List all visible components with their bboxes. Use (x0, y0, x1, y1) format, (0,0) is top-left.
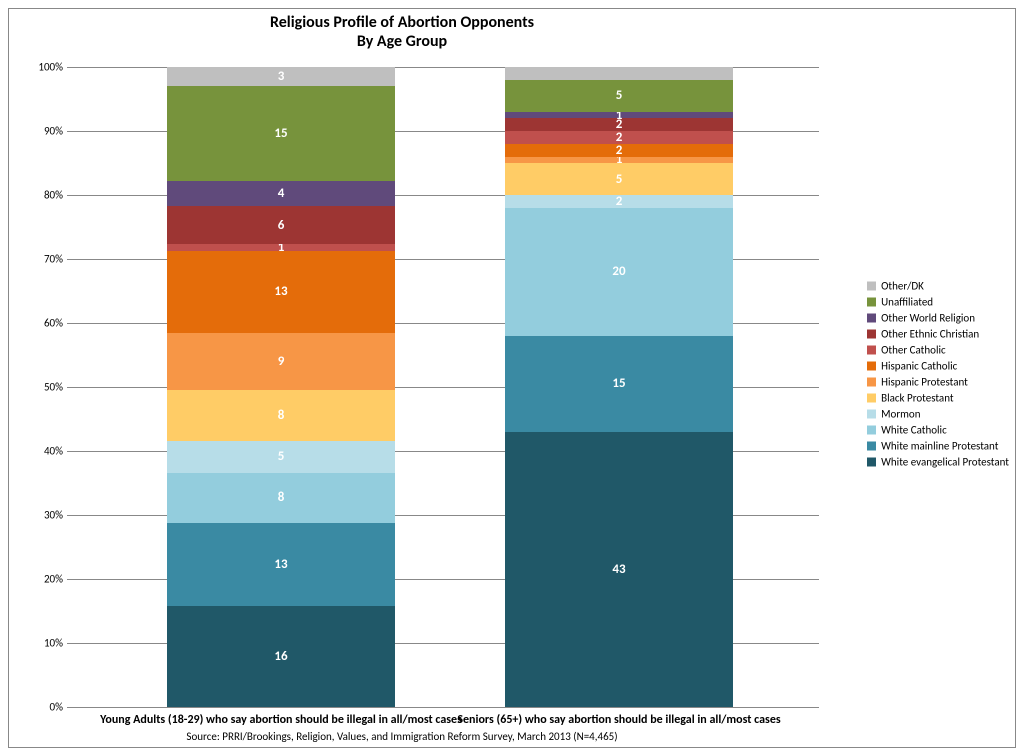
legend-swatch (867, 346, 876, 355)
legend-swatch (867, 282, 876, 291)
stacked-bar: 43152025122215 (505, 67, 733, 707)
bar-segment-white_mainline: 13 (167, 523, 395, 605)
bar-segment-other_dk (505, 67, 733, 80)
legend-swatch (867, 298, 876, 307)
bar-segment-white_evangelical: 16 (167, 606, 395, 707)
legend-swatch (867, 362, 876, 371)
legend-item: Other/DK (867, 280, 1009, 293)
legend-label: Hispanic Catholic (881, 360, 957, 373)
legend-item: Other World Religion (867, 312, 1009, 325)
legend-label: Black Protestant (881, 392, 953, 405)
legend-item: White Catholic (867, 424, 1009, 437)
bar-segment-white_evangelical: 43 (505, 432, 733, 707)
stacked-bar: 1613858913164153 (167, 67, 395, 707)
bar-segment-other_catholic: 1 (167, 244, 395, 250)
bar-segment-other_dk: 3 (167, 67, 395, 86)
legend-label: Other Catholic (881, 344, 946, 357)
bar-segment-white_catholic: 8 (167, 473, 395, 524)
title-line-1: Religious Profile of Abortion Opponents (9, 13, 795, 32)
bar-segment-black_protestant: 5 (505, 163, 733, 195)
legend-label: Other World Religion (881, 312, 975, 325)
y-axis-label: 10% (25, 637, 63, 650)
y-axis-label: 20% (25, 573, 63, 586)
bar-segment-white_mainline: 15 (505, 336, 733, 432)
legend-item: Black Protestant (867, 392, 1009, 405)
legend-item: White evangelical Protestant (867, 456, 1009, 469)
y-axis-label: 70% (25, 253, 63, 266)
legend-swatch (867, 378, 876, 387)
legend-swatch (867, 458, 876, 467)
bar-segment-other_catholic: 2 (505, 131, 733, 144)
legend-label: White Catholic (881, 424, 947, 437)
plot-area: 0%10%20%30%40%50%60%70%80%90%100%1613858… (67, 67, 819, 707)
y-axis-label: 80% (25, 189, 63, 202)
source-citation: Source: PRRI/Brookings, Religion, Values… (9, 730, 795, 743)
bar-segment-black_protestant: 8 (167, 390, 395, 441)
legend-item: Mormon (867, 408, 1009, 421)
legend-swatch (867, 442, 876, 451)
chart-container: Religious Profile of Abortion Opponents … (8, 8, 1016, 748)
bar-segment-unaffiliated: 15 (167, 86, 395, 181)
x-axis-label: Seniors (65+) who say abortion should be… (409, 713, 829, 727)
legend-swatch (867, 426, 876, 435)
bar-segment-unaffiliated: 5 (505, 80, 733, 112)
legend-item: Hispanic Catholic (867, 360, 1009, 373)
title-line-2: By Age Group (9, 32, 795, 51)
bar-segment-other_ethnic_christian: 6 (167, 206, 395, 244)
legend-item: Hispanic Protestant (867, 376, 1009, 389)
legend-swatch (867, 410, 876, 419)
legend-label: Other Ethnic Christian (881, 328, 979, 341)
legend-label: Unaffiliated (881, 296, 933, 309)
legend-item: Other Ethnic Christian (867, 328, 1009, 341)
legend-swatch (867, 314, 876, 323)
legend-label: Other/DK (881, 280, 924, 293)
bar-segment-mormon: 5 (167, 441, 395, 473)
bar-segment-mormon: 2 (505, 195, 733, 208)
legend-label: Mormon (881, 408, 920, 421)
legend-item: Other Catholic (867, 344, 1009, 357)
bar-segment-white_catholic: 20 (505, 208, 733, 336)
y-axis-label: 60% (25, 317, 63, 330)
legend-label: White mainline Protestant (881, 440, 998, 453)
legend-swatch (867, 394, 876, 403)
legend-swatch (867, 330, 876, 339)
bar-segment-hispanic_protestant: 9 (167, 333, 395, 390)
bar-segment-other_world_religion: 4 (167, 181, 395, 206)
y-axis-label: 30% (25, 509, 63, 522)
chart-title: Religious Profile of Abortion Opponents … (9, 13, 795, 51)
y-axis-label: 90% (25, 125, 63, 138)
gridline (67, 707, 819, 708)
y-axis-label: 50% (25, 381, 63, 394)
bar-segment-other_world_religion: 1 (505, 112, 733, 118)
legend-label: White evangelical Protestant (881, 456, 1009, 469)
legend: Other/DK Unaffiliated Other World Religion… (867, 277, 1009, 472)
legend-label: Hispanic Protestant (881, 376, 968, 389)
y-axis-label: 100% (25, 61, 63, 74)
legend-item: Unaffiliated (867, 296, 1009, 309)
legend-item: White mainline Protestant (867, 440, 1009, 453)
bar-segment-hispanic_catholic: 13 (167, 251, 395, 333)
y-axis-label: 0% (25, 701, 63, 714)
bar-segment-hispanic_catholic: 2 (505, 144, 733, 157)
y-axis-label: 40% (25, 445, 63, 458)
